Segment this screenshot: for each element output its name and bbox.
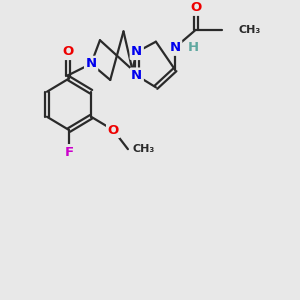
Text: N: N bbox=[131, 46, 142, 59]
Text: N: N bbox=[85, 57, 97, 70]
Text: O: O bbox=[62, 46, 73, 59]
Text: N: N bbox=[169, 41, 181, 54]
Text: H: H bbox=[188, 41, 199, 54]
Text: O: O bbox=[108, 124, 119, 136]
Text: CH₃: CH₃ bbox=[238, 25, 261, 35]
Text: N: N bbox=[131, 69, 142, 82]
Text: O: O bbox=[190, 1, 201, 14]
Text: N: N bbox=[169, 41, 181, 54]
Text: F: F bbox=[64, 146, 74, 159]
Text: O: O bbox=[108, 124, 119, 136]
Text: CH₃: CH₃ bbox=[132, 144, 154, 154]
